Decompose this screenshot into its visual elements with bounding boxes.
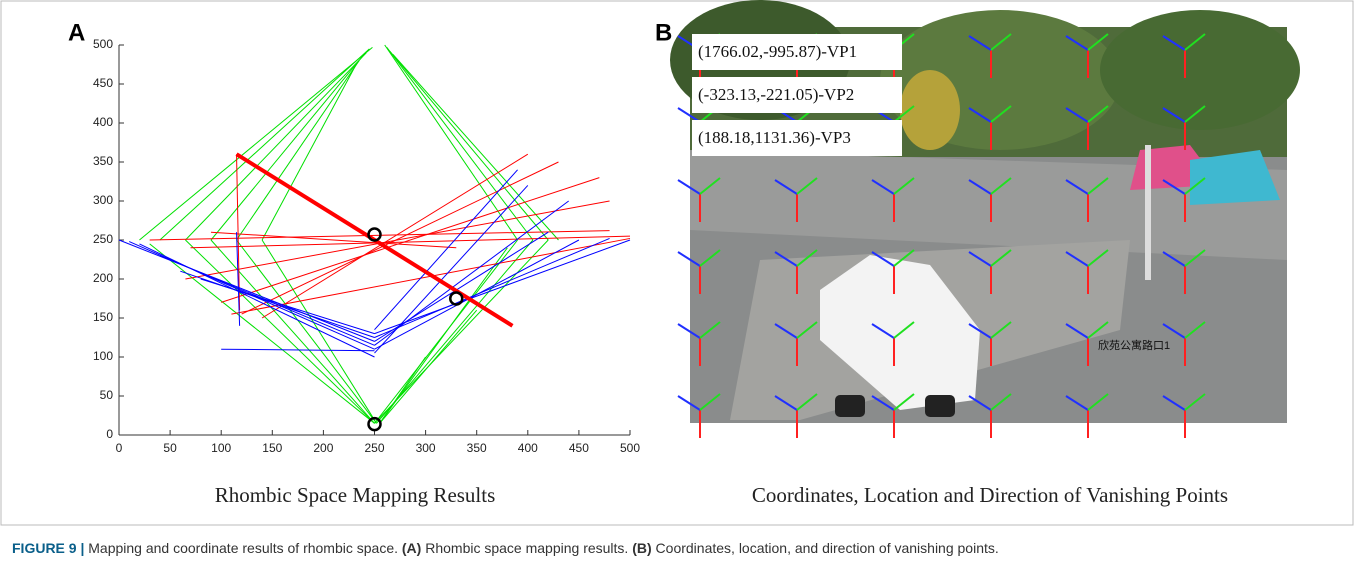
page: A B 0 50 100 150 200 250 300 350 400 450 500 0 50 100… [0,0,1354,575]
vp-box: (188.18,1131.36)-VP3 [698,128,851,147]
caption-text: Coordinates, location, and direction of … [656,540,999,556]
segment [211,57,362,240]
y-tick-label: 250 [93,232,113,246]
x-tick-label: 100 [211,441,231,455]
x-tick-label: 50 [163,441,177,455]
y-tick-label: 400 [93,115,113,129]
panel-caption: Coordinates, Location and Direction of V… [752,483,1228,507]
x-tick-label: 400 [518,441,538,455]
segment [375,170,518,330]
segment [221,178,599,303]
x-tick-label: 350 [467,441,487,455]
y-tick-label: 500 [93,37,113,51]
segment [237,61,360,240]
segment [387,47,533,240]
segment [180,271,374,337]
x-tick-label: 0 [116,441,123,455]
y-tick-label: 0 [106,427,113,441]
segment [380,310,477,423]
x-tick-label: 500 [620,441,640,455]
segment [237,240,377,423]
x-tick-label: 300 [416,441,436,455]
x-tick-label: 250 [364,441,384,455]
y-tick-label: 200 [93,271,113,285]
vp-box: (-323.13,-221.05)-VP2 [698,85,854,104]
segment [262,65,356,241]
y-tick-label: 150 [93,310,113,324]
panel-caption: Rhombic Space Mapping Results [215,483,496,507]
segment [393,54,559,240]
segment [150,244,375,423]
panel-label: A [68,19,85,46]
x-tick-label: 200 [313,441,333,455]
sign-text: 欣苑公寓路口1 [1098,338,1170,352]
y-tick-label: 350 [93,154,113,168]
y-tick-label: 50 [100,388,114,402]
caption-ref: (B) [632,540,651,556]
segment [160,49,370,240]
y-tick-label: 100 [93,349,113,363]
caption-text: Rhombic space mapping results. [425,540,628,556]
segment [380,357,426,423]
caption-label: FIGURE 9 | [12,540,84,556]
segment [119,240,375,341]
caption-ref: (A) [402,540,421,556]
segment [185,240,374,423]
segment [375,238,610,337]
figure: A B 0 50 100 150 200 250 300 350 400 450 500 0 50 100… [0,0,1354,575]
segment [185,201,609,279]
plot-a: 0 50 100 150 200 250 300 350 400 450 500 0 50 100 150 2… [93,37,640,455]
panel-label: B [655,19,672,46]
x-tick-label: 450 [569,441,589,455]
y-tick-label: 450 [93,76,113,90]
photo [670,0,1300,438]
figure-caption: FIGURE 9 | Mapping and coordinate result… [12,540,999,556]
caption-text: Mapping and coordinate results of rhombi… [88,540,398,556]
segment [185,53,366,240]
segment [139,244,374,357]
x-tick-label: 150 [262,441,282,455]
y-tick-label: 300 [93,193,113,207]
segment [390,51,548,240]
segment [375,240,549,423]
vp-box: (1766.02,-995.87)-VP1 [698,42,857,61]
